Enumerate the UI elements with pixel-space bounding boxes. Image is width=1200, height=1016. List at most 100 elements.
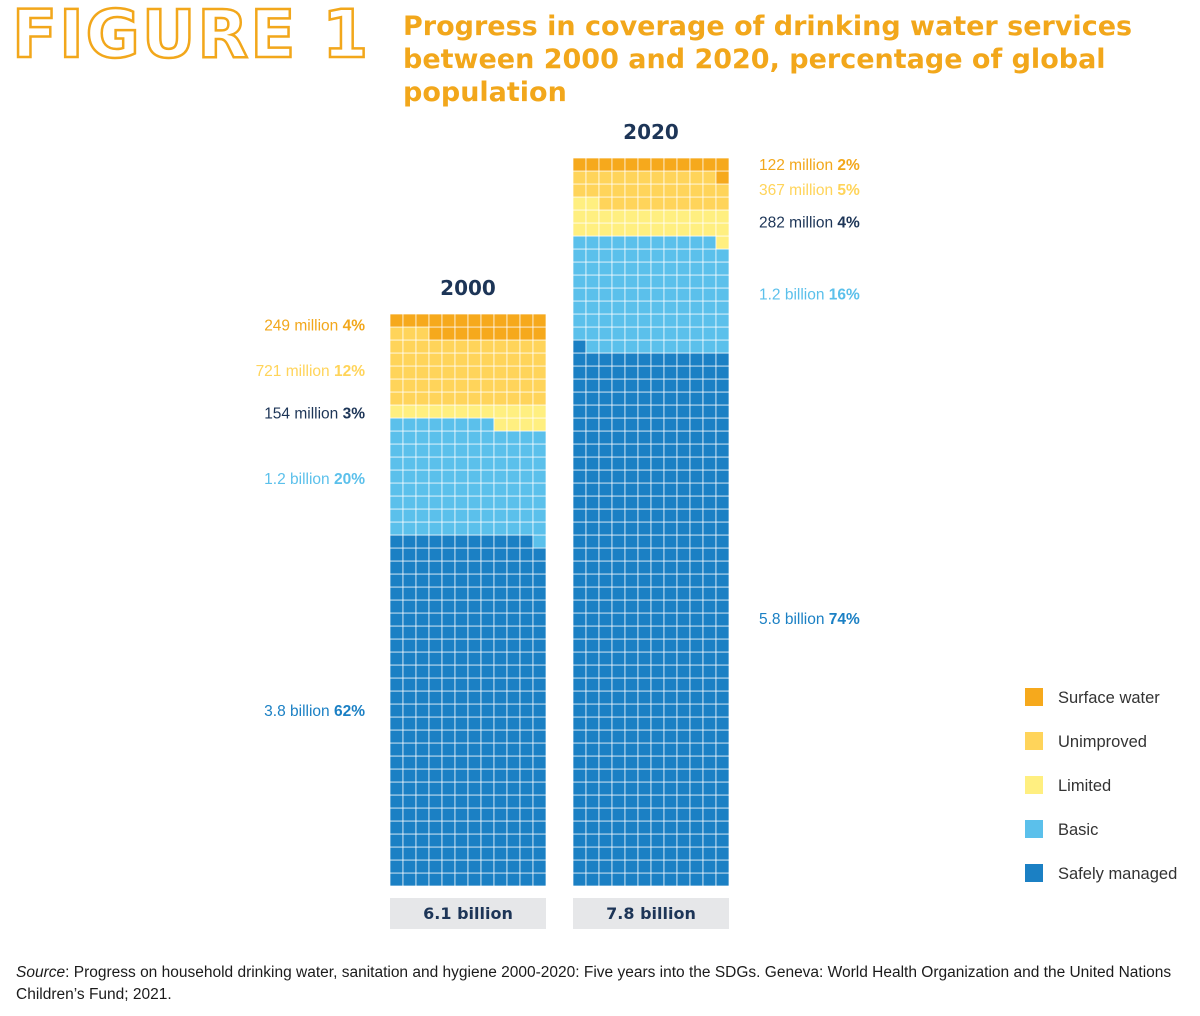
waffle-cell-safely-managed-2020: [702, 716, 717, 731]
waffle-cell-safely-managed-2000: [519, 768, 534, 783]
waffle-cell-safely-managed-2020: [663, 716, 678, 731]
waffle-cell-safely-managed-2020: [624, 677, 639, 692]
waffle-cell-safely-managed-2000: [519, 690, 534, 705]
waffle-cell-safely-managed-2000: [506, 677, 521, 692]
waffle-cell-surface-water-2000: [493, 326, 508, 341]
waffle-cell-safely-managed-2020: [572, 573, 587, 588]
waffle-cell-safely-managed-2020: [676, 560, 691, 575]
waffle-cell-limited-2020: [572, 209, 587, 224]
waffle-cell-limited-2020: [676, 209, 691, 224]
waffle-cell-safely-managed-2000: [441, 781, 456, 796]
waffle-cell-safely-managed-2020: [650, 872, 665, 887]
waffle-cell-safely-managed-2000: [506, 755, 521, 770]
waffle-cell-basic-2020: [598, 313, 613, 328]
waffle-cell-unimproved-2000: [506, 378, 521, 393]
waffle-cell-safely-managed-2020: [637, 781, 652, 796]
waffle-cell-unimproved-2000: [402, 391, 417, 406]
waffle-cell-safely-managed-2000: [441, 872, 456, 887]
waffle-cell-safely-managed-2020: [572, 547, 587, 562]
waffle-cell-safely-managed-2020: [572, 534, 587, 549]
waffle-cell-safely-managed-2000: [480, 716, 495, 731]
waffle-cell-safely-managed-2020: [598, 846, 613, 861]
waffle-cell-safely-managed-2020: [650, 352, 665, 367]
waffle-cell-safely-managed-2020: [702, 768, 717, 783]
waffle-cell-unimproved-2000: [480, 391, 495, 406]
waffle-cell-safely-managed-2020: [715, 469, 730, 484]
waffle-cell-basic-2020: [585, 287, 600, 302]
waffle-cell-safely-managed-2000: [519, 807, 534, 822]
waffle-cell-safely-managed-2020: [611, 482, 626, 497]
source-note: Source: Progress on household drinking w…: [16, 962, 1196, 1006]
data-label-limited-2020: 282 million 4%: [759, 214, 860, 231]
waffle-cell-safely-managed-2000: [454, 755, 469, 770]
waffle-cell-unimproved-2000: [467, 352, 482, 367]
waffle-cell-safely-managed-2000: [441, 703, 456, 718]
waffle-cell-safely-managed-2000: [506, 638, 521, 653]
waffle-cell-safely-managed-2020: [598, 456, 613, 471]
waffle-cell-basic-2020: [663, 261, 678, 276]
waffle-cell-basic-2020: [624, 300, 639, 315]
waffle-cell-safely-managed-2020: [624, 859, 639, 874]
waffle-cell-safely-managed-2000: [441, 547, 456, 562]
waffle-cell-safely-managed-2020: [624, 729, 639, 744]
waffle-cell-safely-managed-2020: [650, 677, 665, 692]
waffle-cell-safely-managed-2020: [572, 560, 587, 575]
waffle-cell-safely-managed-2000: [493, 560, 508, 575]
waffle-cell-basic-2000: [506, 495, 521, 510]
waffle-cell-unimproved-2020: [663, 183, 678, 198]
waffle-cell-safely-managed-2000: [493, 729, 508, 744]
waffle-cell-safely-managed-2000: [428, 573, 443, 588]
waffle-cell-basic-2020: [676, 274, 691, 289]
waffle-cell-unimproved-2000: [441, 339, 456, 354]
waffle-cell-safely-managed-2000: [519, 833, 534, 848]
waffle-cell-safely-managed-2000: [389, 742, 404, 757]
waffle-cell-safely-managed-2000: [441, 638, 456, 653]
waffle-cell-basic-2000: [493, 521, 508, 536]
waffle-cell-safely-managed-2000: [506, 573, 521, 588]
waffle-cell-safely-managed-2020: [585, 872, 600, 887]
waffle-cell-safely-managed-2000: [415, 651, 430, 666]
data-label-surface-water-2000: 249 million 4%: [264, 317, 365, 334]
waffle-cell-safely-managed-2020: [676, 482, 691, 497]
waffle-cell-safely-managed-2020: [637, 833, 652, 848]
waffle-cell-basic-2000: [506, 456, 521, 471]
waffle-cell-surface-water-2020: [702, 157, 717, 172]
waffle-cell-safely-managed-2000: [506, 586, 521, 601]
data-label-count: 249 million: [264, 317, 342, 334]
waffle-cell-limited-2020: [663, 209, 678, 224]
waffle-cell-safely-managed-2020: [637, 716, 652, 731]
waffle-cell-safely-managed-2000: [532, 807, 547, 822]
waffle-cell-safely-managed-2020: [624, 846, 639, 861]
waffle-cell-safely-managed-2020: [663, 586, 678, 601]
waffle-cell-safely-managed-2020: [715, 352, 730, 367]
waffle-cell-safely-managed-2020: [624, 456, 639, 471]
waffle-cell-safely-managed-2020: [715, 664, 730, 679]
waffle-cell-safely-managed-2020: [715, 872, 730, 887]
waffle-cell-basic-2000: [519, 469, 534, 484]
waffle-cell-basic-2020: [637, 339, 652, 354]
waffle-cell-safely-managed-2020: [715, 755, 730, 770]
waffle-cell-safely-managed-2000: [519, 729, 534, 744]
waffle-cell-safely-managed-2020: [585, 729, 600, 744]
waffle-cell-safely-managed-2020: [702, 677, 717, 692]
waffle-cell-safely-managed-2000: [493, 755, 508, 770]
waffle-cell-safely-managed-2020: [637, 417, 652, 432]
waffle-cell-basic-2000: [480, 482, 495, 497]
waffle-cell-safely-managed-2020: [663, 742, 678, 757]
waffle-cell-unimproved-2020: [637, 183, 652, 198]
waffle-cell-basic-2000: [467, 430, 482, 445]
waffle-cell-safely-managed-2000: [454, 742, 469, 757]
waffle-cell-limited-2020: [702, 209, 717, 224]
waffle-cell-safely-managed-2020: [598, 638, 613, 653]
data-label-count: 3.8 billion: [264, 703, 334, 720]
waffle-cell-safely-managed-2020: [715, 625, 730, 640]
waffle-cell-safely-managed-2020: [702, 352, 717, 367]
waffle-cell-safely-managed-2020: [624, 404, 639, 419]
waffle-cell-safely-managed-2000: [428, 664, 443, 679]
waffle-cell-safely-managed-2000: [532, 755, 547, 770]
waffle-cell-safely-managed-2000: [493, 651, 508, 666]
data-label-count: 721 million: [256, 363, 334, 380]
waffle-cell-safely-managed-2020: [676, 638, 691, 653]
waffle-cell-safely-managed-2020: [663, 521, 678, 536]
waffle-cell-safely-managed-2020: [611, 859, 626, 874]
